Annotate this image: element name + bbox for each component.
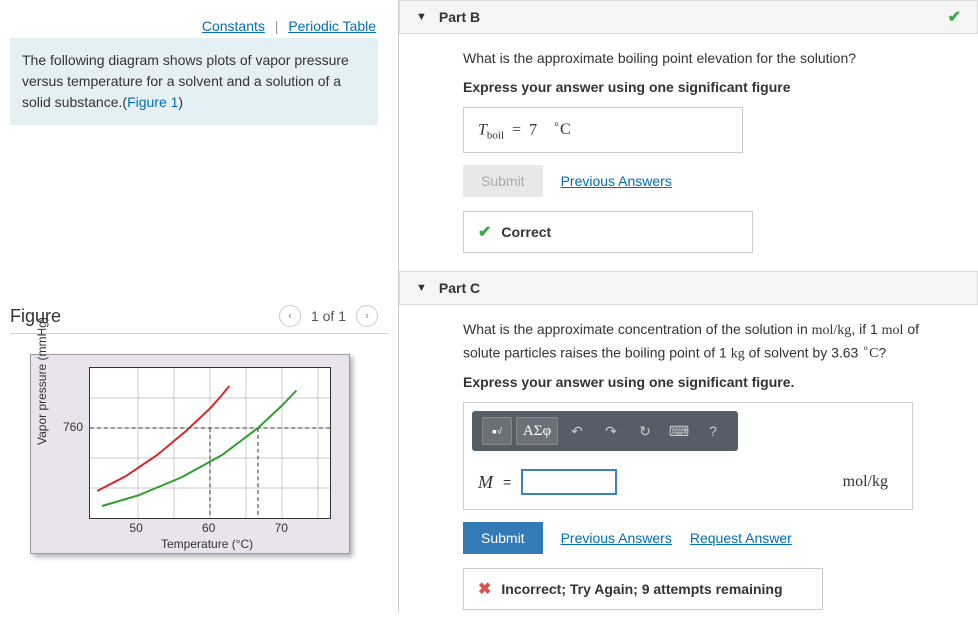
equation-toolbar: ▪√ ΑΣφ ↶ ↷ ↻ ⌨ ?	[472, 411, 738, 451]
figure-ylabel: Vapor pressure (mmHg)	[35, 317, 49, 445]
part-c-answer-input[interactable]	[521, 469, 617, 495]
part-b-var-sub: boil	[487, 130, 504, 142]
q-unit: kg	[731, 346, 745, 361]
tool-greek-button[interactable]: ΑΣφ	[516, 417, 558, 445]
part-c-previous-answers-link[interactable]: Previous Answers	[561, 530, 672, 546]
figure-header: Figure ‹ 1 of 1 ›	[10, 305, 388, 334]
part-c-status: ✖ Incorrect; Try Again; 9 attempts remai…	[463, 568, 823, 610]
figure-link[interactable]: Figure 1	[127, 94, 178, 110]
part-c-unit: mol/kg	[843, 473, 898, 491]
intro-after: )	[178, 94, 183, 110]
figure-pager: ‹ 1 of 1 ›	[279, 305, 378, 327]
q-seg: , if 1	[851, 321, 881, 337]
periodic-table-link[interactable]: Periodic Table	[288, 18, 376, 34]
x-icon: ✖	[478, 579, 491, 599]
left-panel: Constants | Periodic Table The following…	[0, 0, 398, 612]
q-seg: What is the approximate concentration of…	[463, 321, 812, 337]
part-b-question: What is the approximate boiling point el…	[463, 48, 948, 69]
part-b-previous-answers-link[interactable]: Previous Answers	[561, 173, 672, 189]
part-c-header[interactable]: ▼ Part C	[399, 271, 978, 305]
app-root: Constants | Periodic Table The following…	[0, 0, 978, 612]
q-seg: ?	[878, 344, 886, 360]
caret-down-icon: ▼	[416, 11, 427, 23]
figure-section: Figure ‹ 1 of 1 › Vapor pressure (mmHg) …	[10, 305, 388, 554]
check-icon: ✔	[478, 222, 491, 242]
part-c-submit-button[interactable]: Submit	[463, 522, 543, 554]
pager-label: 1 of 1	[311, 308, 346, 324]
part-b-header[interactable]: ▼ Part B ✔	[399, 0, 978, 34]
right-panel: ▼ Part B ✔ What is the approximate boili…	[398, 0, 978, 612]
part-c-status-text: Incorrect; Try Again; 9 attempts remaini…	[501, 581, 782, 597]
part-c-body: What is the approximate concentration of…	[399, 305, 978, 628]
pager-next-button[interactable]: ›	[356, 305, 378, 327]
part-b-value: 7	[529, 121, 537, 138]
part-c-var: M	[478, 472, 493, 493]
plot-area	[89, 367, 331, 519]
ytick-label: 760	[63, 420, 83, 434]
keyboard-icon[interactable]: ⌨	[664, 417, 694, 445]
part-c-input-panel: ▪√ ΑΣφ ↶ ↷ ↻ ⌨ ? M = mol/kg	[463, 402, 913, 510]
xtick-label: 50	[129, 521, 142, 535]
check-icon: ✔	[948, 7, 961, 27]
part-c-request-answer-link[interactable]: Request Answer	[690, 530, 792, 546]
part-c-input-row: M = mol/kg	[464, 459, 912, 509]
caret-down-icon: ▼	[416, 282, 427, 294]
xtick-label: 60	[202, 521, 215, 535]
part-b-var: T	[478, 121, 487, 138]
pager-prev-button[interactable]: ‹	[279, 305, 301, 327]
plot-svg	[90, 368, 330, 518]
intro-box: The following diagram shows plots of vap…	[10, 38, 378, 125]
intro-text: The following diagram shows plots of vap…	[22, 52, 349, 110]
part-b-status-text: Correct	[501, 224, 551, 240]
top-links: Constants | Periodic Table	[10, 10, 388, 38]
q-unit: ∘C	[862, 346, 878, 361]
xtick-label: 70	[275, 521, 288, 535]
part-b-buttons: Submit Previous Answers	[463, 165, 948, 197]
part-c-title: Part C	[439, 280, 480, 296]
part-c-buttons: Submit Previous Answers Request Answer	[463, 522, 948, 554]
redo-icon[interactable]: ↷	[596, 417, 626, 445]
q-unit: mol/kg	[812, 323, 852, 338]
part-b-unit: ∘C	[553, 121, 571, 138]
q-seg: of solvent by 3.63	[745, 344, 863, 360]
equals-sign: =	[503, 474, 511, 490]
part-b-status: ✔ Correct	[463, 211, 753, 253]
figure-xlabel: Temperature (°C)	[161, 537, 253, 551]
help-icon[interactable]: ?	[698, 417, 728, 445]
part-b-submit-button: Submit	[463, 165, 543, 197]
part-c-question: What is the approximate concentration of…	[463, 319, 948, 365]
part-c-instruction: Express your answer using one significan…	[463, 374, 948, 390]
q-unit: mol	[882, 323, 904, 338]
part-b-instruction: Express your answer using one significan…	[463, 79, 948, 95]
part-b-answer-box: Tboil = 7 ∘C	[463, 107, 743, 153]
part-b-body: What is the approximate boiling point el…	[399, 34, 978, 271]
part-b-title: Part B	[439, 9, 480, 25]
link-separator: |	[275, 18, 279, 34]
undo-icon[interactable]: ↶	[562, 417, 592, 445]
figure-image: Vapor pressure (mmHg) Temperature (°C) 7…	[30, 354, 350, 554]
reset-icon[interactable]: ↻	[630, 417, 660, 445]
tool-template-icon[interactable]: ▪√	[482, 417, 512, 445]
constants-link[interactable]: Constants	[202, 18, 265, 34]
